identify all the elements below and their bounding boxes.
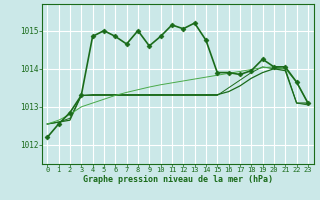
X-axis label: Graphe pression niveau de la mer (hPa): Graphe pression niveau de la mer (hPa): [83, 175, 273, 184]
